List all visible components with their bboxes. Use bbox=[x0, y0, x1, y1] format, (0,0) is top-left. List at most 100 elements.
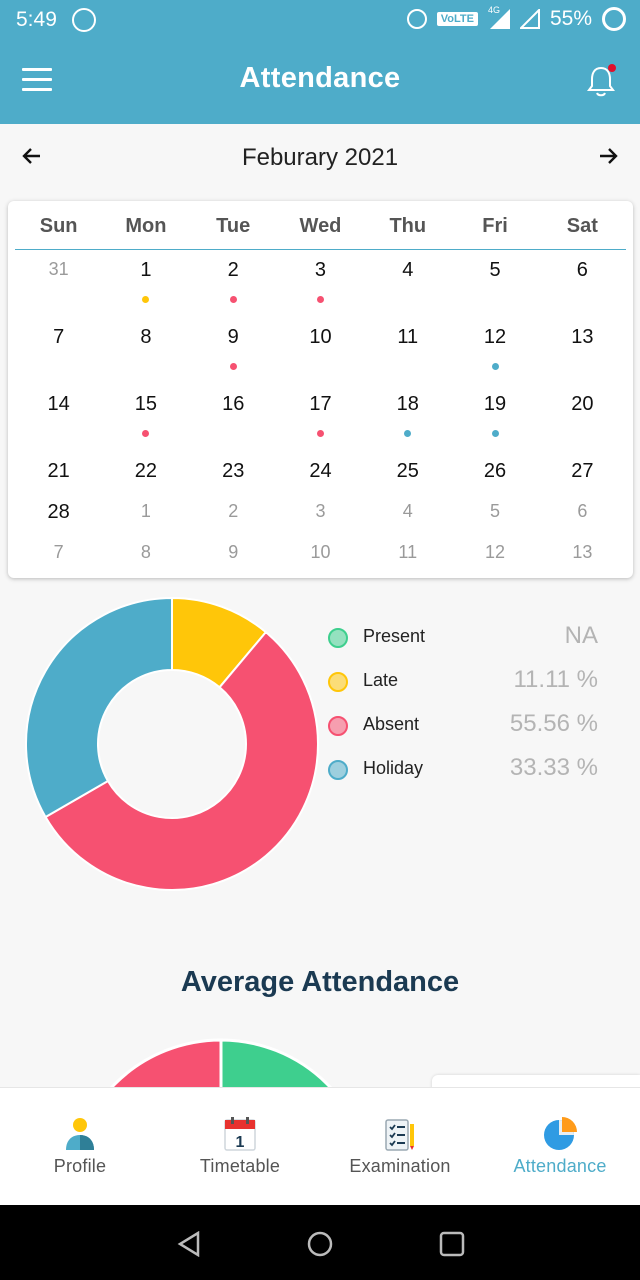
next-month-button[interactable] bbox=[596, 144, 620, 175]
calendar-day[interactable]: 10 bbox=[277, 540, 364, 581]
calendar-day[interactable]: 4 bbox=[364, 257, 451, 324]
calendar-day[interactable]: 12 bbox=[451, 324, 538, 391]
prev-month-button[interactable] bbox=[20, 144, 44, 175]
calendar-day[interactable]: 9 bbox=[190, 324, 277, 391]
day-number: 28 bbox=[47, 501, 70, 523]
notification-dot bbox=[608, 64, 616, 72]
calendar-day[interactable]: 2 bbox=[190, 499, 277, 540]
calendar-day[interactable]: 13 bbox=[539, 540, 626, 581]
avg-slice-present bbox=[219, 1038, 335, 1090]
calendar-day[interactable]: 10 bbox=[277, 324, 364, 391]
notification-bell-icon[interactable] bbox=[586, 64, 616, 98]
calendar-day[interactable]: 5 bbox=[451, 257, 538, 324]
calendar-day[interactable]: 8 bbox=[102, 324, 189, 391]
weekday-sun: Sun bbox=[39, 215, 78, 237]
day-number: 5 bbox=[490, 501, 501, 521]
legend-percent: 55.56 % bbox=[509, 710, 598, 737]
nav-examination[interactable]: Examination bbox=[320, 1088, 480, 1206]
legend-percent: 33.33 % bbox=[509, 754, 598, 781]
nav-profile[interactable]: Profile bbox=[0, 1088, 160, 1206]
legend-swatch bbox=[328, 760, 348, 780]
holiday-marker bbox=[491, 430, 499, 437]
status-icons: VoLTE 4G 55% bbox=[406, 5, 626, 31]
nav-attendance-label: Attendance bbox=[513, 1156, 607, 1176]
calendar-day[interactable]: 6 bbox=[539, 499, 626, 540]
calendar-day[interactable]: 18 bbox=[364, 391, 451, 458]
calendar-day[interactable]: 22 bbox=[102, 458, 189, 499]
arrow-left-icon bbox=[22, 148, 40, 164]
day-number: 14 bbox=[47, 393, 70, 415]
calendar-day[interactable]: 19 bbox=[451, 391, 538, 458]
calendar-day[interactable]: 13 bbox=[539, 324, 626, 391]
day-number: 5 bbox=[489, 259, 501, 281]
calendar-week: 21 22 23 24 25 26 27 bbox=[15, 458, 626, 499]
legend-label: Present bbox=[363, 626, 426, 646]
arrow-right-icon bbox=[600, 148, 618, 164]
calendar-day[interactable]: 1 bbox=[102, 257, 189, 324]
calendar-day[interactable]: 12 bbox=[451, 540, 538, 581]
day-number: 2 bbox=[228, 501, 239, 521]
weekday-header: Sun Mon Tue Wed Thu Fri Sat bbox=[15, 215, 626, 250]
pie-chart-icon bbox=[542, 1116, 578, 1152]
calendar-day[interactable]: 3 bbox=[277, 257, 364, 324]
day-number: 1 bbox=[140, 259, 152, 281]
nav-timetable[interactable]: 1 Timetable bbox=[160, 1088, 320, 1206]
day-number: 10 bbox=[309, 326, 332, 348]
bottom-navigation: Profile 1 Timetable bbox=[0, 1087, 640, 1206]
calendar-day[interactable]: 8 bbox=[102, 540, 189, 581]
weekday-mon: Mon bbox=[125, 215, 167, 237]
calendar-day[interactable]: 3 bbox=[277, 499, 364, 540]
calendar-day[interactable]: 15 bbox=[102, 391, 189, 458]
day-number: 7 bbox=[53, 542, 64, 562]
day-number: 12 bbox=[483, 326, 507, 348]
absent-marker bbox=[142, 430, 150, 437]
calendar-day[interactable]: 31 bbox=[15, 257, 102, 324]
recents-icon[interactable] bbox=[439, 1231, 465, 1257]
day-number: 19 bbox=[483, 393, 507, 415]
calendar-day[interactable]: 17 bbox=[277, 391, 364, 458]
calendar-day[interactable]: 27 bbox=[539, 458, 626, 499]
calendar-day[interactable]: 23 bbox=[190, 458, 277, 499]
day-number: 10 bbox=[310, 542, 331, 562]
calendar-week: 7 8 9 10 11 12 13 bbox=[15, 324, 626, 391]
legend-percent: 11.11 % bbox=[513, 666, 598, 693]
calendar-day[interactable]: 5 bbox=[451, 499, 538, 540]
absent-marker bbox=[229, 363, 237, 370]
calendar-day[interactable]: 2 bbox=[190, 257, 277, 324]
calendar-day[interactable]: 28 bbox=[15, 499, 102, 540]
day-number: 6 bbox=[577, 501, 588, 521]
calendar-day[interactable]: 9 bbox=[190, 540, 277, 581]
legend-label: Holiday bbox=[363, 758, 424, 778]
calendar-day[interactable]: 24 bbox=[277, 458, 364, 499]
exam-checklist-icon bbox=[382, 1116, 418, 1152]
legend-item-holiday: Holiday 33.33 % bbox=[328, 754, 618, 798]
home-icon[interactable] bbox=[307, 1231, 333, 1257]
signal-icon bbox=[518, 7, 540, 29]
calendar-day[interactable]: 14 bbox=[15, 391, 102, 458]
back-icon[interactable] bbox=[176, 1231, 202, 1257]
late-marker bbox=[142, 296, 150, 303]
calendar-day[interactable]: 7 bbox=[15, 324, 102, 391]
calendar-day[interactable]: 20 bbox=[539, 391, 626, 458]
day-number: 9 bbox=[228, 542, 239, 562]
menu-icon[interactable] bbox=[22, 68, 52, 92]
calendar-day[interactable]: 1 bbox=[102, 499, 189, 540]
system-navigation-bar bbox=[0, 1205, 640, 1280]
day-number: 6 bbox=[576, 259, 588, 281]
calendar-day[interactable]: 4 bbox=[364, 499, 451, 540]
calendar-day[interactable]: 11 bbox=[364, 540, 451, 581]
calendar-day[interactable]: 7 bbox=[15, 540, 102, 581]
calendar-day[interactable]: 16 bbox=[190, 391, 277, 458]
weekday-sat: Sat bbox=[566, 215, 598, 237]
calendar-day[interactable]: 25 bbox=[364, 458, 451, 499]
day-number: 3 bbox=[315, 501, 326, 521]
nav-profile-label: Profile bbox=[53, 1156, 107, 1176]
calendar-day[interactable]: 11 bbox=[364, 324, 451, 391]
day-number: 17 bbox=[309, 393, 332, 415]
calendar-day[interactable]: 21 bbox=[15, 458, 102, 499]
calendar-day[interactable]: 26 bbox=[451, 458, 538, 499]
day-number: 13 bbox=[571, 326, 594, 348]
calendar-day[interactable]: 6 bbox=[539, 257, 626, 324]
nav-attendance[interactable]: Attendance bbox=[480, 1088, 640, 1206]
day-number: 20 bbox=[571, 393, 594, 415]
